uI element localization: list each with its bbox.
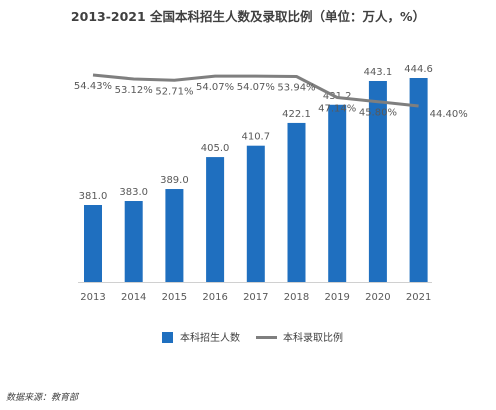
x-tick-2016: 2016 bbox=[202, 292, 227, 303]
line-label-2020: 45.80% bbox=[359, 108, 397, 119]
bar-2013 bbox=[84, 205, 102, 282]
x-tick-2020: 2020 bbox=[365, 292, 390, 303]
bar-2019 bbox=[328, 104, 347, 282]
line-label-2015: 52.71% bbox=[155, 86, 193, 97]
bar-label-2014: 383.0 bbox=[119, 187, 148, 198]
bar-label-2015: 389.0 bbox=[160, 175, 189, 186]
legend-bar-swatch bbox=[162, 332, 173, 343]
bar-label-2017: 410.7 bbox=[241, 132, 270, 143]
bar-2017 bbox=[246, 145, 265, 282]
line-label-2013: 54.43% bbox=[74, 81, 112, 92]
bar-label-2021: 444.6 bbox=[404, 64, 433, 75]
x-tick-2018: 2018 bbox=[284, 292, 309, 303]
line-label-2017: 54.07% bbox=[237, 82, 275, 93]
line-label-2016: 54.07% bbox=[196, 82, 234, 93]
x-tick-2013: 2013 bbox=[80, 292, 105, 303]
legend: 本科招生人数 本科录取比例 bbox=[162, 331, 343, 344]
legend-line-label: 本科录取比例 bbox=[283, 331, 343, 344]
bar-2020 bbox=[368, 80, 387, 282]
bar-2016 bbox=[206, 157, 225, 282]
source-note: 数据来源：教育部 bbox=[6, 392, 80, 403]
bar-label-2013: 381.0 bbox=[79, 191, 108, 202]
x-tick-2014: 2014 bbox=[121, 292, 146, 303]
bar-2021 bbox=[409, 78, 428, 282]
line-path bbox=[92, 73, 419, 108]
bar-2014 bbox=[124, 201, 143, 282]
bar-2015 bbox=[165, 189, 184, 282]
legend-bar-label: 本科招生人数 bbox=[180, 331, 240, 344]
line-label-2019: 47.14% bbox=[318, 104, 356, 115]
bar-label-2016: 405.0 bbox=[201, 143, 230, 154]
line-label-2014: 53.12% bbox=[115, 85, 153, 96]
bar-label-2018: 422.1 bbox=[282, 109, 311, 120]
x-tick-2015: 2015 bbox=[162, 292, 187, 303]
line-label-2018: 53.94% bbox=[277, 83, 315, 94]
bar-2018 bbox=[287, 122, 306, 282]
line-series: 54.43% 53.12% 52.71% 54.07% 54.07% 53.94%47.1… bbox=[74, 73, 468, 120]
chart-title: 2013-2021 全国本科招生人数及录取比例（单位：万人，%） bbox=[71, 9, 425, 24]
bar-series: 381.0 383.0389.0405.0410.7422.1431.2443.1… bbox=[79, 64, 433, 282]
x-tick-2019: 2019 bbox=[324, 292, 349, 303]
line-label-2021: 44.40% bbox=[430, 109, 468, 120]
x-axis-ticks: 2013 2014 2015 2016 2017 2018 2019 2020 2021 bbox=[80, 292, 431, 303]
x-tick-2017: 2017 bbox=[243, 292, 268, 303]
x-tick-2021: 2021 bbox=[406, 292, 431, 303]
bar-label-2020: 443.1 bbox=[364, 67, 393, 78]
